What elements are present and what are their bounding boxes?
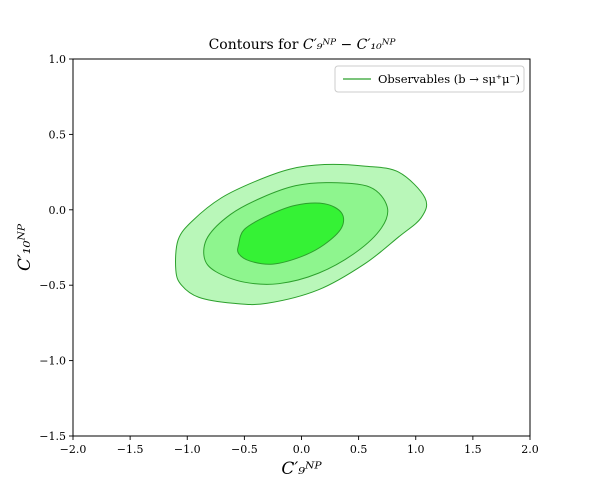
legend: Observables (b → sμ⁺μ⁻) (334, 65, 525, 93)
y-axis-label: C′₁₀ᴺᴾ (15, 223, 35, 271)
legend-box (334, 65, 525, 93)
x-tick-label: 2.0 (521, 443, 539, 456)
x-tick-label: −0.5 (231, 443, 258, 456)
chart-title: Contours for C′₉ᴺᴾ − C′₁₀ᴺᴾ (209, 37, 397, 53)
chart-title-math: C′₉ᴺᴾ − C′₁₀ᴺᴾ (303, 37, 397, 53)
y-tick-label: 1.0 (49, 53, 67, 66)
contour-1σ (237, 202, 345, 265)
x-tick-label: −2.0 (60, 443, 87, 456)
y-tick-label: 0.5 (49, 128, 67, 141)
y-tick-label: 0.0 (49, 204, 67, 217)
x-tick-label: 0.5 (350, 443, 368, 456)
y-tick-label: −1.5 (39, 430, 66, 443)
y-tick-label: −0.5 (39, 279, 66, 292)
x-axis-label: C′₉ᴺᴾ (281, 459, 322, 479)
x-tick-label: 1.0 (407, 443, 425, 456)
x-tick-label: 0.0 (293, 443, 311, 456)
x-tick-label: 1.5 (464, 443, 482, 456)
x-axis-ticks: −2.0 −1.5 −1.0 −0.5 0.0 0.5 1.0 1.5 2.0 (60, 436, 539, 456)
y-tick-label: −1.0 (39, 355, 66, 368)
y-axis-ticks: −1.5 −1.0 −0.5 0.0 0.5 1.0 (39, 53, 73, 443)
legend-entry-label: Observables (b → sμ⁺μ⁻) (378, 72, 520, 86)
chart-title-main: Contours for (209, 37, 303, 53)
x-tick-label: −1.0 (174, 443, 201, 456)
contour-layers (175, 163, 428, 306)
x-tick-label: −1.5 (117, 443, 144, 456)
